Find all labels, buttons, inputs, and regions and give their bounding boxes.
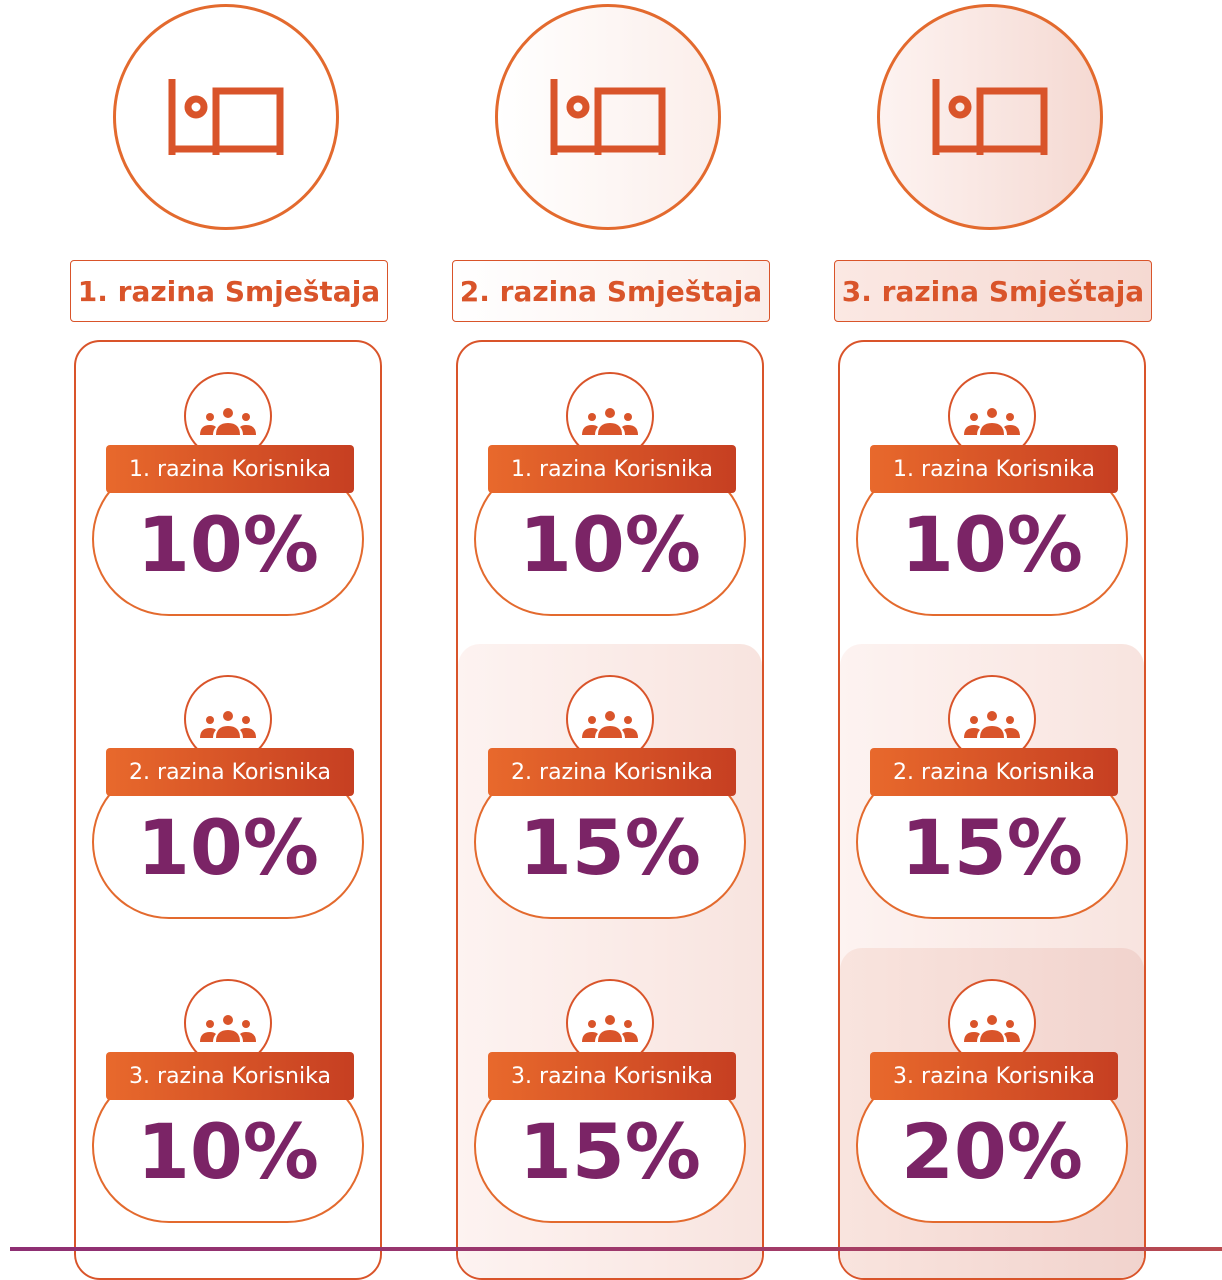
discount-percentage: 10% [519,500,701,589]
user-level-block-1: 10% 1. razina Korisnika [840,342,1144,632]
user-level-label: 3. razina Korisnika [488,1052,736,1100]
people-group-icon [964,1015,1020,1042]
discount-percentage: 10% [137,1107,319,1196]
accommodation-level-title: 3. razina Smještaja [834,260,1152,322]
user-level-block-3: 10% 3. razina Korisnika [76,949,380,1239]
user-level-block-2: 15% 2. razina Korisnika [840,645,1144,935]
people-group-icon [582,408,638,435]
user-level-label: 2. razina Korisnika [870,748,1118,796]
bed-icon-circle [877,4,1103,230]
accommodation-column-3: 3. razina Smještaja 10% 1. razi [834,0,1222,1280]
accommodation-level-title: 1. razina Smještaja [70,260,388,322]
accommodation-level-title: 2. razina Smještaja [452,260,770,322]
user-level-label: 1. razina Korisnika [488,445,736,493]
people-group-icon [200,711,256,738]
user-level-block-2: 15% 2. razina Korisnika [458,645,762,935]
people-group-icon [582,1015,638,1042]
user-level-block-1: 10% 1. razina Korisnika [76,342,380,632]
user-level-label: 1. razina Korisnika [106,445,354,493]
user-level-label: 2. razina Korisnika [488,748,736,796]
user-level-block-3: 20% 3. razina Korisnika [840,949,1144,1239]
user-level-label: 1. razina Korisnika [870,445,1118,493]
discount-percentage: 15% [519,803,701,892]
user-level-label: 3. razina Korisnika [106,1052,354,1100]
accommodation-column-2: 2. razina Smještaja 10% 1. razina Ko [452,0,840,1280]
user-level-label: 2. razina Korisnika [106,748,354,796]
bed-icon [550,79,666,155]
user-levels-panel: 10% 1. razina Korisnika 15% 2. ra [838,340,1146,1280]
bed-icon-circle [113,4,339,230]
discount-percentage: 15% [901,803,1083,892]
people-group-icon [964,408,1020,435]
discount-percentage: 10% [137,803,319,892]
user-levels-panel: 10% 1. razina Korisnika 10% 2. ra [74,340,382,1280]
people-group-icon [200,1015,256,1042]
people-group-icon [582,711,638,738]
people-group-icon [964,711,1020,738]
user-level-block-2: 10% 2. razina Korisnika [76,645,380,935]
bed-icon-circle [495,4,721,230]
user-level-block-3: 15% 3. razina Korisnika [458,949,762,1239]
bed-icon [932,79,1048,155]
user-levels-panel: 10% 1. razina Korisnika 15% 2. ra [456,340,764,1280]
people-group-icon [200,408,256,435]
discount-percentage: 15% [519,1107,701,1196]
discount-percentage: 20% [901,1107,1083,1196]
discount-percentage: 10% [137,500,319,589]
discount-percentage: 10% [901,500,1083,589]
accommodation-column-1: 1. razina Smještaja 10% 1. razina Korisn… [70,0,458,1280]
user-level-block-1: 10% 1. razina Korisnika [458,342,762,632]
bed-icon [168,79,284,155]
user-level-label: 3. razina Korisnika [870,1052,1118,1100]
bottom-divider-line [10,1247,1222,1251]
